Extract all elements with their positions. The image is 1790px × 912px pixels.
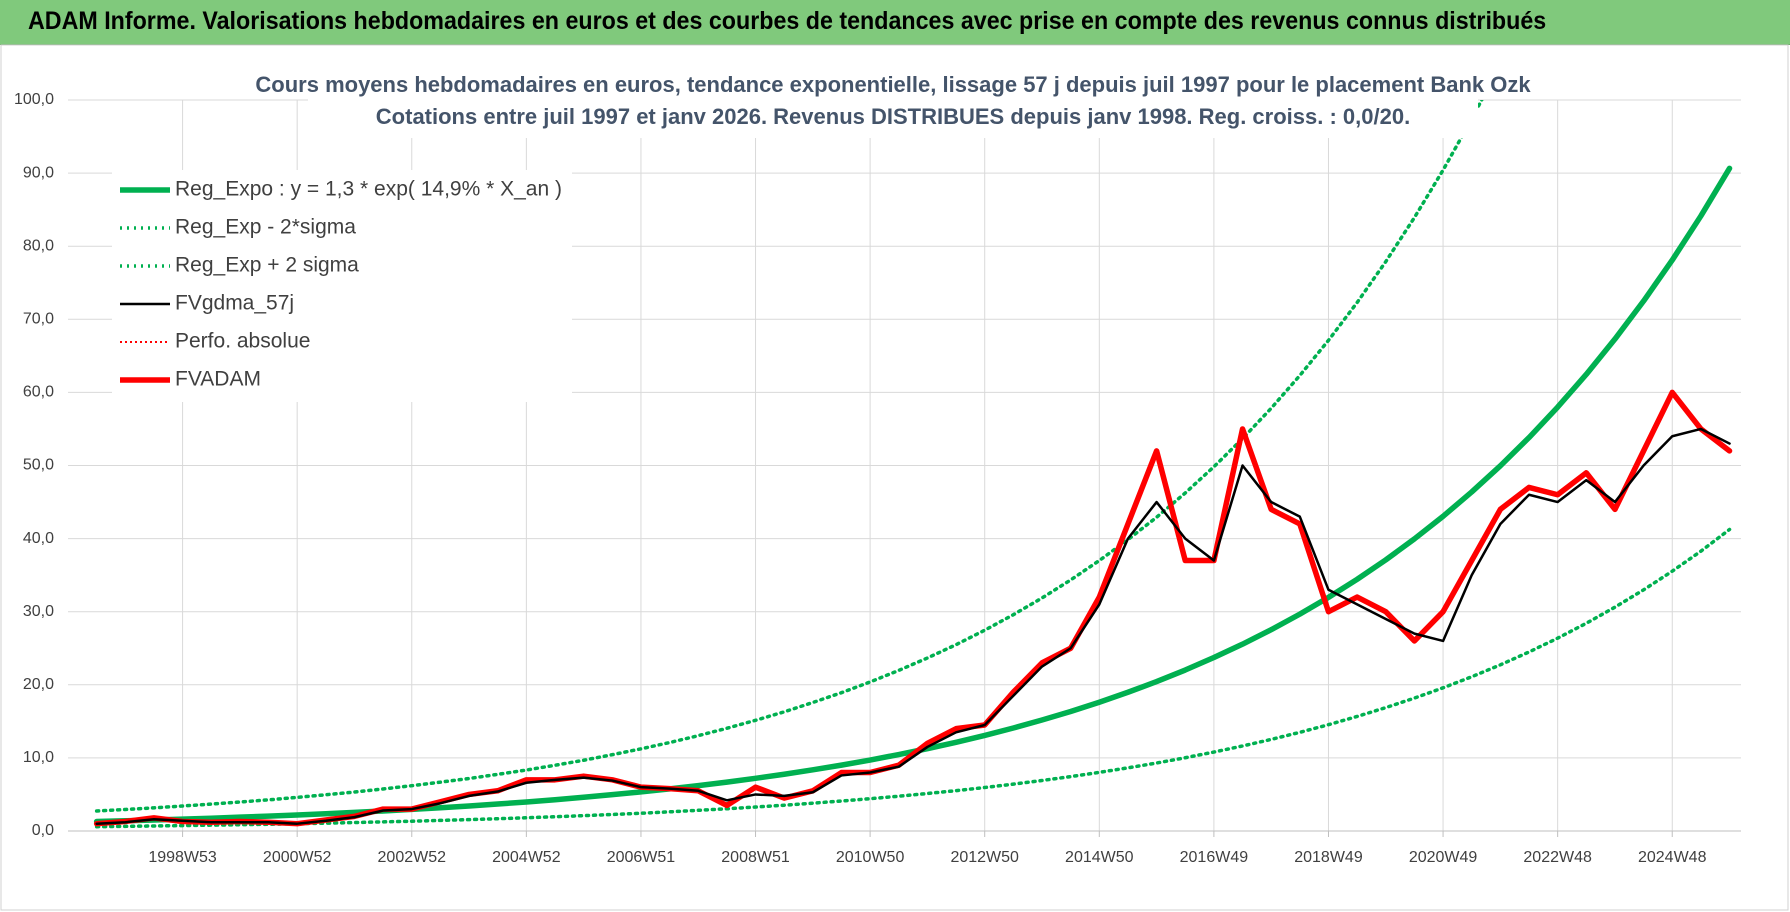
y-tick-label: 70,0	[23, 311, 54, 328]
x-tick-label: 2014W50	[1065, 849, 1134, 866]
x-tick-label: 2006W51	[607, 849, 676, 866]
x-tick-label: 2002W52	[378, 849, 447, 866]
y-tick-label: 20,0	[23, 676, 54, 693]
x-tick-label: 2022W48	[1523, 849, 1592, 866]
plot-area	[93, 100, 1733, 829]
x-tick-label: 2020W49	[1409, 849, 1478, 866]
x-tick-label: 1998W53	[148, 849, 217, 866]
x-tick-label: 2012W50	[950, 849, 1019, 866]
series-line	[94, 527, 1732, 829]
y-tick-label: 100,0	[14, 91, 54, 108]
legend-label: FVgdma_57j	[175, 292, 294, 315]
legend: Reg_Expo : y = 1,3 * exp( 14,9% * X_an )…	[112, 170, 572, 402]
x-tick-label: 2016W49	[1180, 849, 1249, 866]
chart-subtitle: Cotations entre juil 1997 et janv 2026. …	[376, 104, 1410, 129]
legend-background	[112, 170, 572, 402]
chart-title: Cours moyens hebdomadaires en euros, ten…	[255, 72, 1531, 97]
y-tick-label: 0,0	[32, 822, 54, 839]
x-tick-label: 2010W50	[836, 849, 905, 866]
y-tick-label: 90,0	[23, 164, 54, 181]
legend-label: Reg_Exp - 2*sigma	[175, 216, 356, 239]
series-line	[94, 100, 1484, 813]
series-line	[95, 391, 1731, 825]
x-tick-label: 2008W51	[721, 849, 790, 866]
x-tick-label: 2000W52	[263, 849, 332, 866]
y-tick-label: 50,0	[23, 457, 54, 474]
header: ADAM Informe. Valorisations hebdomadaire…	[0, 0, 1790, 45]
legend-label: Perfo. absolue	[175, 330, 310, 353]
y-tick-label: 60,0	[23, 384, 54, 401]
header-title: ADAM Informe. Valorisations hebdomadaire…	[28, 7, 1547, 35]
grid: 0,0 10,0 20,0 30,0 40,0 50,0 60,0 70,0 80,0 90,0 1…	[14, 91, 1741, 866]
y-tick-label: 80,0	[23, 237, 54, 254]
x-tick-label: 2024W48	[1638, 849, 1707, 866]
series-line	[95, 427, 1731, 825]
chart-border	[0, 44, 1789, 911]
y-tick-label: 40,0	[23, 530, 54, 547]
x-tick-label: 2004W52	[492, 849, 561, 866]
series-line	[93, 389, 1733, 827]
y-tick-label: 30,0	[23, 603, 54, 620]
legend-label: FVADAM	[175, 368, 261, 391]
legend-label: Reg_Exp + 2 sigma	[175, 254, 359, 277]
legend-label: Reg_Expo : y = 1,3 * exp( 14,9% * X_an )	[175, 178, 562, 201]
title-background	[308, 66, 1478, 138]
x-tick-label: 2018W49	[1294, 849, 1363, 866]
y-tick-label: 10,0	[23, 749, 54, 766]
